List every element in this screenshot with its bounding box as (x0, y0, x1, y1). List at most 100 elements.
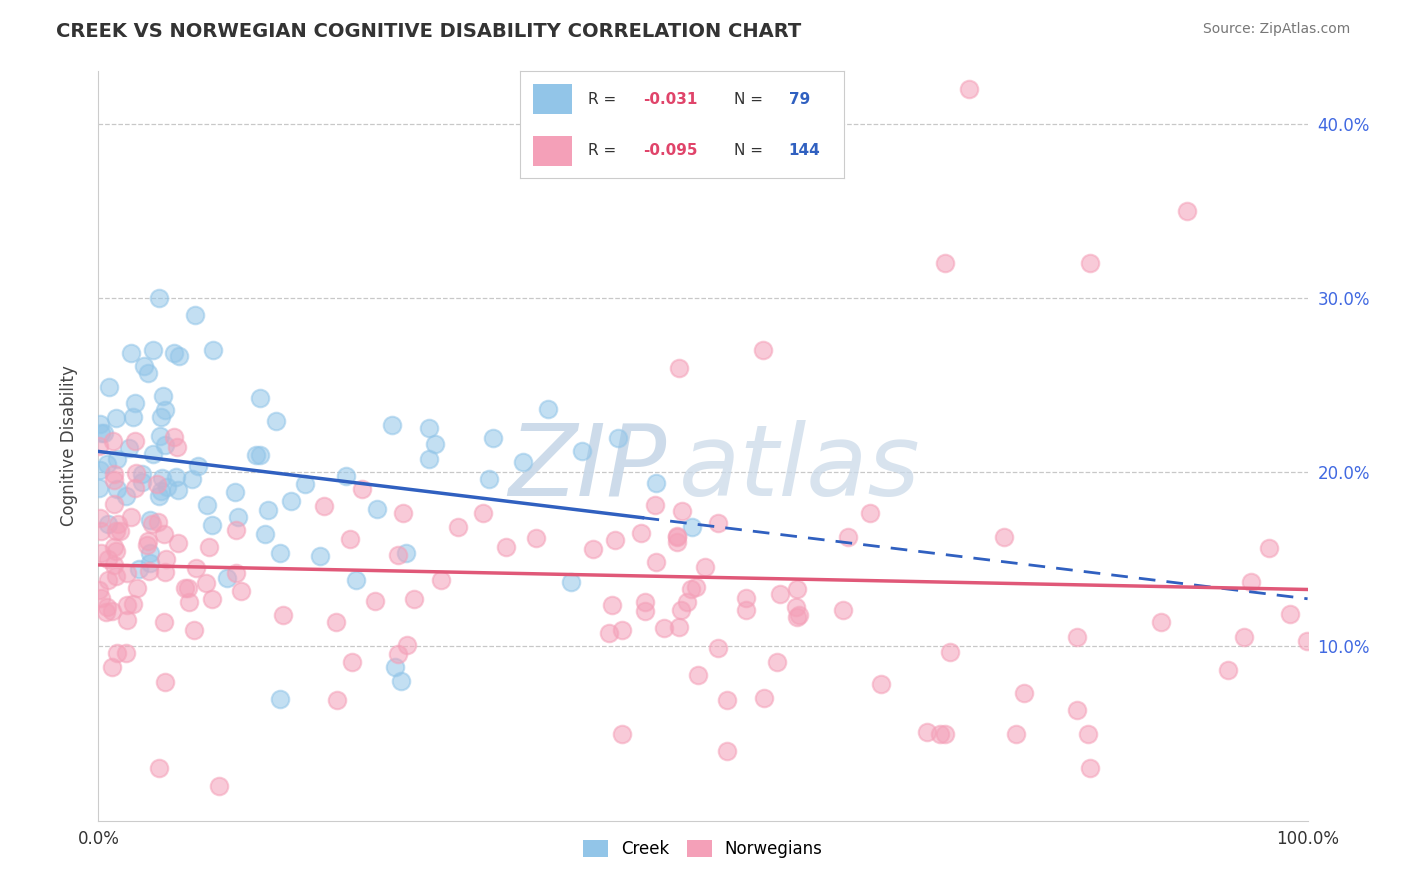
Point (93, 425, 115, 440)
Point (735, 603, 758, 617)
Point (87, 439, 110, 453)
Point (155, 480, 177, 494)
Point (166, 440, 188, 454)
Point (644, 555, 666, 569)
Point (752, 691, 775, 706)
Point (103, 497, 125, 511)
Point (215, 571, 238, 585)
Point (813, 152, 835, 166)
Point (634, 595, 657, 609)
Point (225, 523, 247, 537)
Point (665, 534, 688, 549)
Point (163, 430, 186, 444)
Point (139, 556, 162, 570)
Point (97, 552, 120, 566)
Point (148, 428, 170, 442)
Point (706, 516, 728, 531)
Point (104, 411, 127, 425)
Point (339, 532, 361, 546)
Point (138, 546, 160, 560)
Point (138, 564, 160, 578)
Point (167, 536, 190, 550)
Point (1296, 633, 1319, 648)
Point (131, 475, 153, 489)
Point (716, 692, 738, 706)
Point (478, 472, 501, 486)
Point (607, 431, 630, 445)
Point (391, 506, 413, 520)
Text: -0.031: -0.031 (643, 92, 697, 107)
Point (183, 624, 205, 638)
Point (269, 691, 291, 706)
Point (686, 667, 709, 681)
Point (681, 582, 703, 596)
Point (934, 256, 956, 270)
Text: R =: R = (588, 92, 616, 107)
Point (571, 444, 593, 458)
Point (512, 454, 534, 468)
Point (89, 463, 111, 477)
Point (198, 540, 221, 554)
Text: ZIP: ZIP (509, 420, 666, 517)
Point (153, 675, 176, 690)
Point (668, 619, 690, 633)
Point (766, 656, 789, 670)
Point (446, 520, 468, 534)
Point (312, 499, 335, 513)
Point (148, 489, 170, 503)
Point (128, 562, 150, 576)
Point (195, 575, 218, 590)
Point (136, 366, 159, 380)
Point (294, 477, 316, 491)
Point (100, 659, 122, 673)
Point (146, 515, 169, 529)
Point (90, 546, 112, 560)
Point (652, 621, 675, 635)
Point (105, 524, 128, 539)
Point (150, 484, 173, 499)
Point (418, 421, 440, 435)
Legend: Creek, Norwegians: Creek, Norwegians (576, 833, 830, 864)
Point (787, 607, 810, 622)
Point (666, 530, 689, 544)
Point (105, 452, 128, 467)
Point (495, 540, 517, 554)
Text: atlas: atlas (679, 420, 921, 517)
Point (264, 414, 287, 428)
Point (381, 417, 404, 432)
Point (117, 613, 139, 627)
Point (124, 434, 146, 448)
Point (1078, 761, 1101, 775)
Point (831, 603, 853, 617)
Point (146, 476, 169, 491)
Point (103, 558, 125, 572)
Point (869, 677, 891, 691)
Text: -0.095: -0.095 (643, 143, 697, 158)
Point (201, 343, 224, 358)
Point (269, 546, 291, 560)
Point (98, 380, 121, 394)
Point (121, 598, 143, 612)
Text: N =: N = (734, 92, 762, 107)
Point (249, 449, 271, 463)
Point (634, 604, 657, 618)
Point (326, 693, 349, 707)
Point (472, 507, 495, 521)
Point (153, 437, 176, 451)
Point (120, 345, 142, 359)
Point (163, 346, 186, 360)
Point (177, 594, 200, 608)
Point (181, 472, 204, 486)
Point (395, 638, 418, 652)
Point (201, 518, 224, 533)
Point (630, 526, 652, 541)
Point (186, 560, 208, 574)
Point (402, 591, 425, 606)
Point (208, 779, 231, 793)
Point (103, 467, 125, 481)
Point (103, 540, 125, 554)
Point (142, 447, 165, 461)
Point (226, 510, 249, 524)
Point (165, 469, 187, 483)
Text: 144: 144 (789, 143, 820, 158)
